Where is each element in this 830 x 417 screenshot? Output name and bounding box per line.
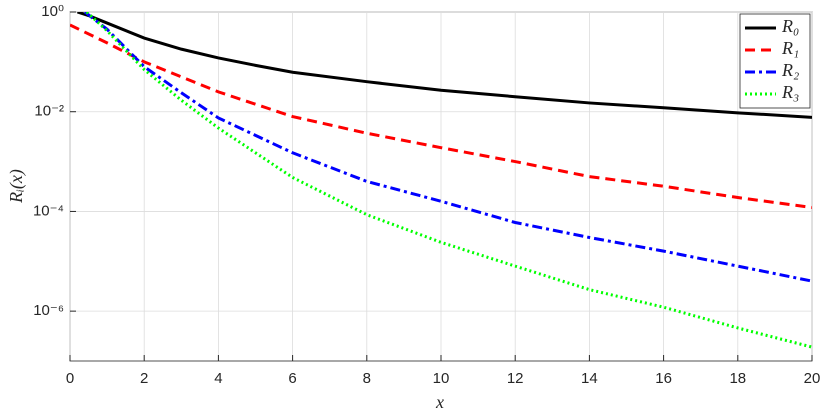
x-tick-label: 10 xyxy=(433,370,450,387)
line xyxy=(76,12,812,119)
line xyxy=(85,12,812,349)
y-tick-label: 10⁰ xyxy=(41,3,64,20)
x-tick-label: 20 xyxy=(804,370,821,387)
x-tick-label: 18 xyxy=(729,370,746,387)
line xyxy=(83,12,812,283)
x-tick-label: 8 xyxy=(363,370,371,387)
y-axis-label: Rᵢ(x) xyxy=(6,169,27,204)
x-tick-label: 6 xyxy=(288,370,296,387)
legend-label: R₂ xyxy=(781,60,799,80)
x-tick-label: 14 xyxy=(581,370,598,387)
legend-box xyxy=(739,13,811,109)
x-axis-label: x xyxy=(435,392,444,412)
x-tick-label: 12 xyxy=(507,370,524,387)
y-tick-label: 10⁻⁴ xyxy=(33,202,64,219)
legend-label: R₁ xyxy=(781,38,799,58)
y-tick-label: 10⁻² xyxy=(34,103,64,120)
x-tick-label: 16 xyxy=(655,370,672,387)
x-tick-label: 2 xyxy=(140,370,148,387)
x-tick-label: 0 xyxy=(66,370,74,387)
line xyxy=(70,23,812,209)
y-tick-label: 10⁻⁶ xyxy=(33,302,64,319)
legend-label: R₃ xyxy=(781,82,799,102)
x-tick-label: 4 xyxy=(214,370,222,387)
legend-label: R₀ xyxy=(781,16,799,36)
